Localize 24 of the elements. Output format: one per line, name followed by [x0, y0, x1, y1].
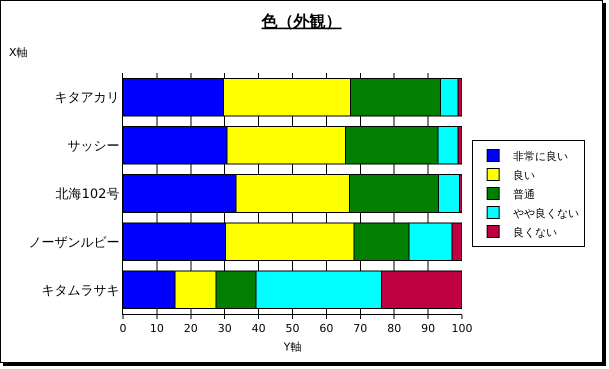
legend-label: 非常に良い [513, 150, 568, 163]
y-tick-label: キタムラサキ [41, 283, 120, 298]
x-tick-label: 80 [387, 322, 402, 336]
x-tick-label: 0 [120, 322, 126, 336]
legend-label: 良い [513, 168, 536, 182]
y-tick-label: サッシー [67, 138, 120, 154]
x-tick-label: 50 [286, 322, 300, 336]
x-tick-label: 40 [252, 322, 266, 336]
chart-title: 色（外観） [260, 12, 342, 31]
x-tick-label: 100 [452, 322, 472, 336]
legend-label: 普通 [513, 188, 536, 201]
legend-label: 良くない [513, 226, 558, 239]
x-tick-label: 20 [184, 322, 198, 336]
x-tick-label: 10 [150, 322, 164, 336]
y-tick-label: 北海102号 [56, 187, 120, 202]
x-tick-label: 70 [353, 322, 368, 336]
x-axis-title: Y軸 [282, 340, 302, 354]
y-tick-label: ノーザンルビー [28, 235, 120, 250]
y-tick-label: キタアカリ [54, 90, 120, 106]
x-tick-label: 90 [421, 322, 436, 336]
x-tick-label: 60 [319, 322, 334, 336]
legend-label: やや良くない [513, 206, 580, 220]
x-tick-label: 30 [218, 322, 232, 336]
y-axis-title: X軸 [9, 45, 28, 60]
